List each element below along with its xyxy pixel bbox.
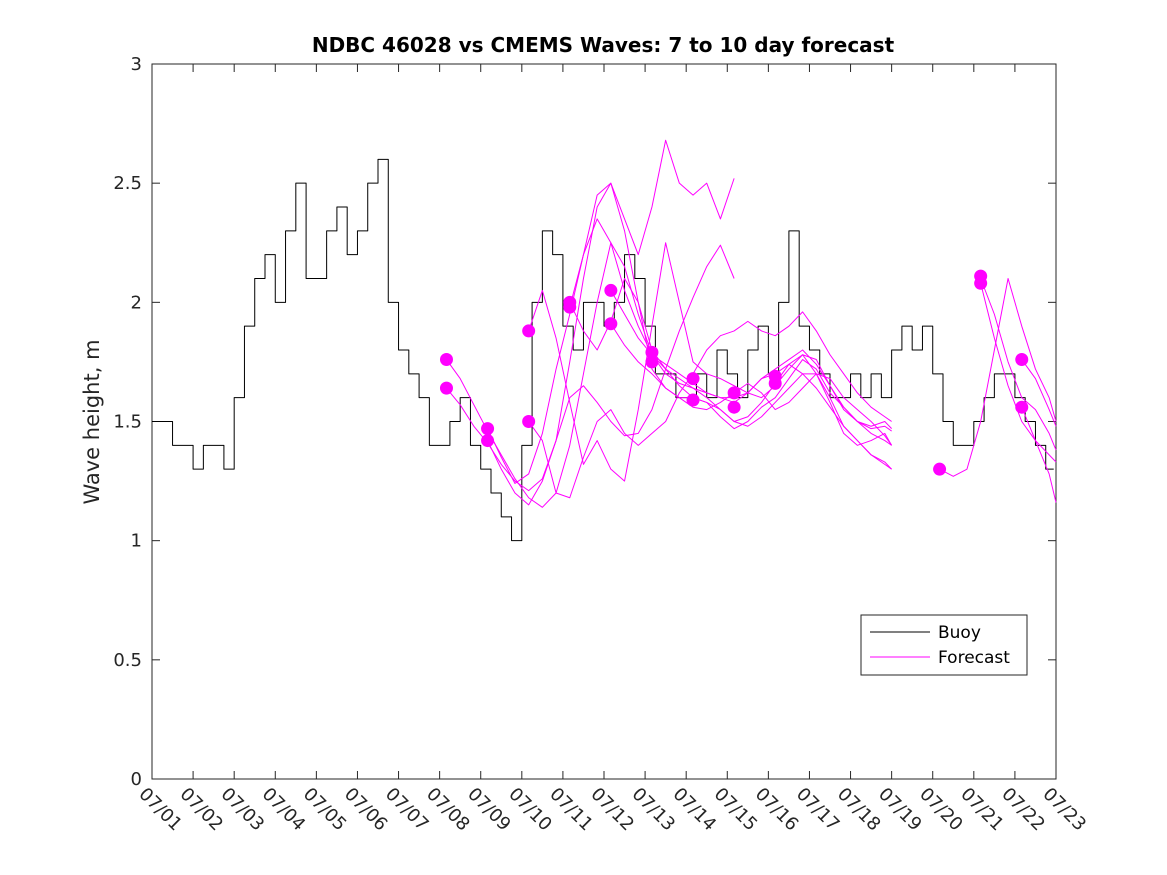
forecast-start-point — [522, 415, 536, 428]
forecast-start-point — [604, 317, 618, 331]
chart-title: NDBC 46028 vs CMEMS Waves: 7 to 10 day f… — [312, 33, 895, 57]
y-tick-label: 3 — [131, 54, 142, 75]
y-tick-label: 2 — [131, 292, 142, 313]
forecast-start-point — [522, 324, 536, 338]
forecast-start-point — [686, 393, 700, 407]
buoy-line — [152, 158, 1054, 542]
forecast-line — [610, 323, 893, 446]
forecast-line — [1021, 407, 1057, 503]
forecast-start-point — [686, 372, 700, 386]
plot-series — [152, 139, 1057, 542]
forecast-start-point — [481, 422, 495, 436]
forecast-line — [610, 290, 892, 432]
forecast-line — [980, 283, 1057, 463]
forecast-start-point — [727, 400, 741, 414]
forecast-line — [1021, 359, 1057, 427]
forecast-line — [980, 278, 1057, 451]
forecast-start-point — [768, 376, 782, 390]
legend-buoy-label: Buoy — [938, 623, 981, 643]
y-axis-label: Wave height, m — [80, 339, 104, 504]
legend: Buoy Forecast — [860, 614, 1028, 676]
forecast-start-point — [645, 345, 659, 359]
forecast-line — [446, 242, 892, 508]
forecast-line — [528, 242, 892, 482]
forecast-start-point — [1015, 353, 1029, 367]
forecast-start-point — [933, 462, 947, 476]
forecast-start-point — [1015, 400, 1029, 414]
legend-forecast-label: Forecast — [938, 648, 1010, 668]
forecast-line — [487, 244, 735, 506]
forecast-line — [487, 139, 735, 484]
forecast-start-markers — [439, 269, 1029, 476]
forecast-line — [528, 311, 892, 499]
y-tick-label: 0.5 — [113, 650, 142, 671]
y-tick-label: 2.5 — [113, 173, 142, 194]
y-tick-label: 1 — [131, 531, 142, 552]
forecast-start-point — [439, 381, 453, 395]
forecast-start-point — [439, 353, 453, 367]
forecast-start-point — [604, 283, 618, 297]
forecast-start-point — [974, 276, 988, 290]
forecast-line — [569, 278, 893, 446]
forecast-start-point — [563, 300, 577, 314]
forecast-line — [939, 278, 1057, 477]
forecast-start-point — [481, 434, 495, 448]
forecast-start-point — [727, 386, 741, 400]
forecast-start-point — [645, 355, 659, 369]
y-tick-label: 1.5 — [113, 412, 142, 433]
y-tick-label: 0 — [131, 769, 142, 790]
legend-box — [860, 614, 1028, 676]
